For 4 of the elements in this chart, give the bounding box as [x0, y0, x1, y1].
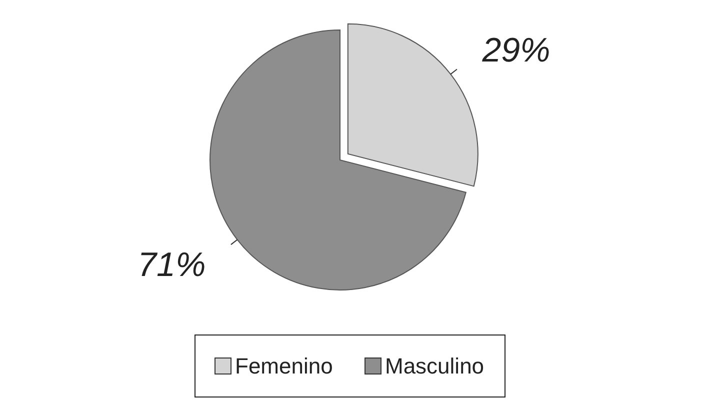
legend-label: Masculino: [385, 354, 484, 379]
data-label: 29%: [481, 32, 550, 70]
data-label: 71%: [138, 246, 206, 284]
legend-label: Femenino: [235, 354, 333, 379]
